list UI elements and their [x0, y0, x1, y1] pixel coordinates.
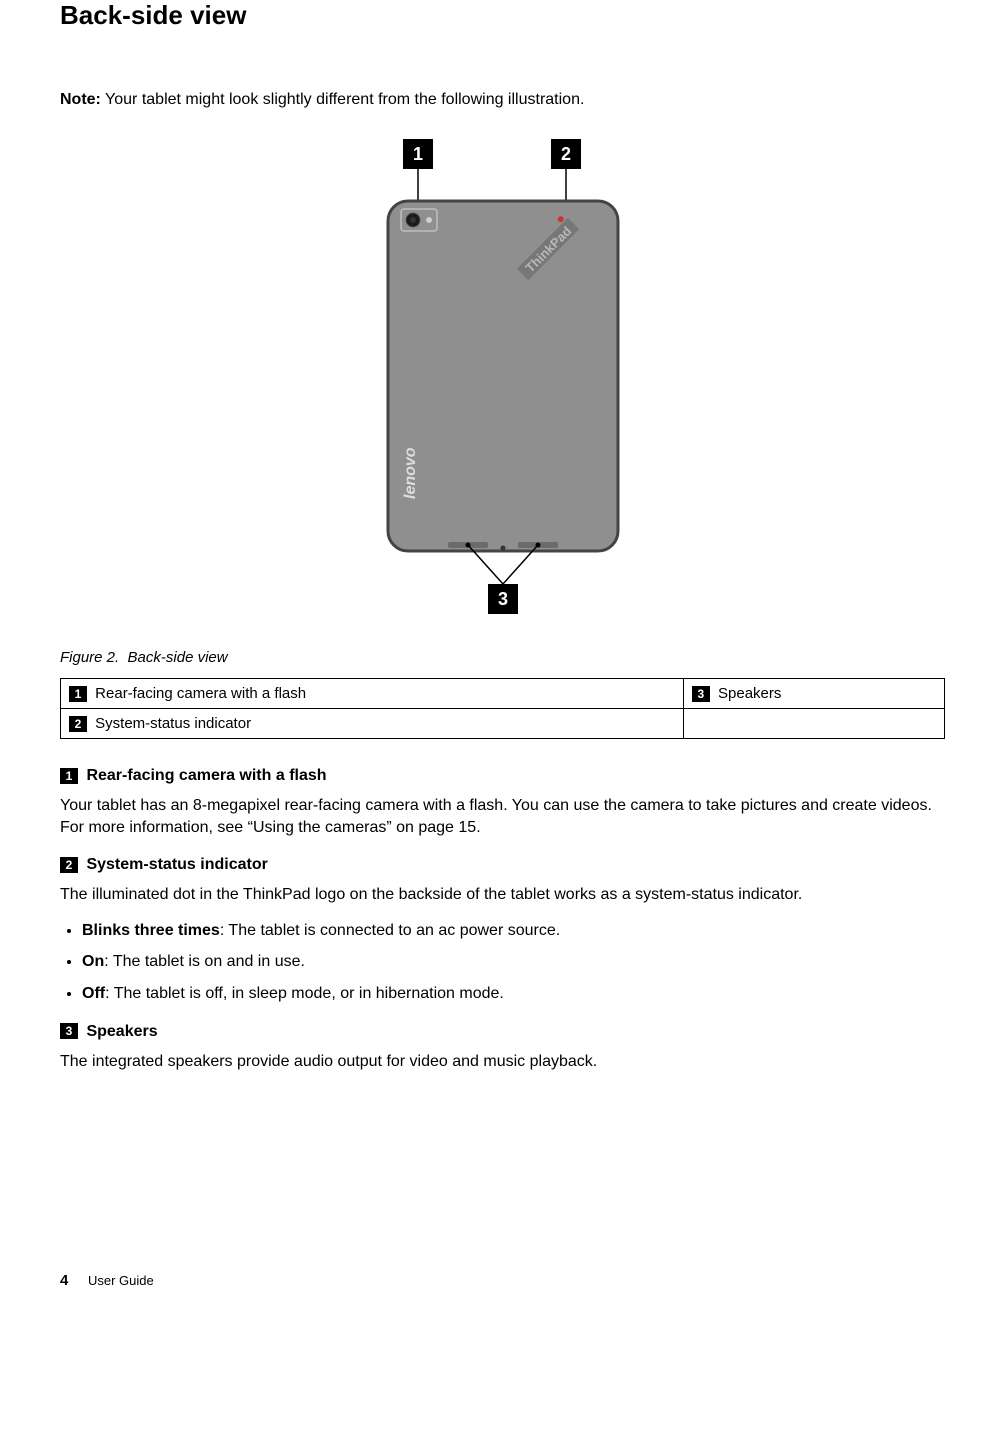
callout-heading-1: 1 Rear-facing camera with a flash [60, 767, 945, 785]
list-item-label: On [82, 953, 104, 970]
figure-caption: Figure 2. Back-side view [60, 649, 945, 666]
figure-caption-prefix: Figure 2. [60, 649, 119, 666]
callout-num-3: 3 [497, 589, 507, 609]
callout-table: 1 Rear-facing camera with a flash 3 Spea… [60, 678, 945, 739]
num-badge-3: 3 [692, 686, 710, 702]
table-cell-label: Speakers [718, 685, 781, 702]
figure-container: 1 2 ThinkPad lenovo [60, 139, 945, 619]
callout-heading-3: 3 Speakers [60, 1023, 945, 1041]
list-item: On: The tablet is on and in use. [82, 951, 945, 973]
callout-title: System-status indicator [86, 856, 267, 873]
table-cell-label: Rear-facing camera with a flash [95, 685, 306, 702]
list-item-text: : The tablet is connected to an ac power… [220, 922, 560, 939]
page-footer: 4 User Guide [60, 1272, 945, 1289]
svg-text:lenovo: lenovo [402, 447, 419, 499]
section-2-paragraph: The illuminated dot in the ThinkPad logo… [60, 884, 945, 906]
list-item-text: : The tablet is off, in sleep mode, or i… [105, 985, 504, 1002]
num-badge: 2 [60, 857, 78, 873]
status-list: Blinks three times: The tablet is connec… [60, 920, 945, 1005]
callout-heading-2: 2 System-status indicator [60, 856, 945, 874]
callout-num-2: 2 [560, 144, 570, 164]
callout-num-1: 1 [412, 144, 422, 164]
note-line: Note: Your tablet might look slightly di… [60, 91, 945, 109]
callout-title: Rear-facing camera with a flash [86, 767, 326, 784]
num-badge: 1 [60, 768, 78, 784]
note-text: Your tablet might look slightly differen… [105, 91, 584, 108]
page-number: 4 [60, 1272, 68, 1289]
list-item: Off: The tablet is off, in sleep mode, o… [82, 983, 945, 1005]
num-badge: 3 [60, 1023, 78, 1039]
section-1-paragraph: Your tablet has an 8-megapixel rear-faci… [60, 795, 945, 838]
table-cell-empty [683, 709, 944, 739]
section-3-paragraph: The integrated speakers provide audio ou… [60, 1051, 945, 1073]
list-item: Blinks three times: The tablet is connec… [82, 920, 945, 942]
footer-doc-name: User Guide [88, 1273, 154, 1288]
table-cell-label: System-status indicator [95, 715, 251, 732]
table-cell: 2 System-status indicator [61, 709, 684, 739]
list-item-text: : The tablet is on and in use. [104, 953, 305, 970]
table-cell: 1 Rear-facing camera with a flash [61, 679, 684, 709]
callout-title: Speakers [86, 1023, 157, 1040]
tablet-back-illustration: 1 2 ThinkPad lenovo [343, 139, 663, 619]
list-item-label: Blinks three times [82, 922, 220, 939]
list-item-label: Off [82, 985, 105, 1002]
num-badge-2: 2 [69, 716, 87, 732]
section-heading: Back-side view [60, 0, 945, 31]
num-badge-1: 1 [69, 686, 87, 702]
figure-caption-text: Back-side view [128, 649, 228, 666]
table-cell: 3 Speakers [683, 679, 944, 709]
note-label: Note: [60, 91, 101, 108]
